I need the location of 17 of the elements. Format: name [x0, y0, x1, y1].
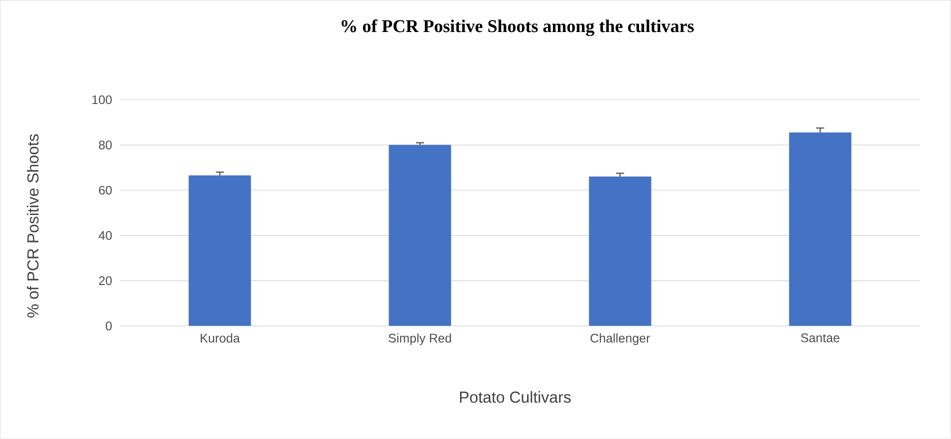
bar	[789, 132, 852, 326]
bar	[388, 144, 452, 326]
x-tick-label: Santae	[801, 334, 840, 342]
y-tick-label: 20	[99, 276, 112, 286]
y-tick-label: 80	[98, 140, 112, 150]
x-tick-label: Kuroda	[200, 334, 240, 343]
y-tick-label: 0	[106, 322, 112, 330]
x-tick-label: Simply Red	[388, 334, 451, 346]
chart-title: % of PCR Positive Shoots among the cultivars	[342, 20, 694, 36]
y-tick-label: 60	[99, 186, 112, 195]
x-tick-label: Challenger	[590, 334, 650, 346]
y-tick-label: 40	[98, 231, 112, 240]
bar	[588, 176, 652, 326]
x-axis-title: Potato Cultivars	[460, 391, 571, 403]
bar	[188, 175, 252, 326]
y-tick-label: 100	[92, 96, 112, 104]
y-axis-title: % of PCR Positive Shoots	[26, 134, 39, 318]
